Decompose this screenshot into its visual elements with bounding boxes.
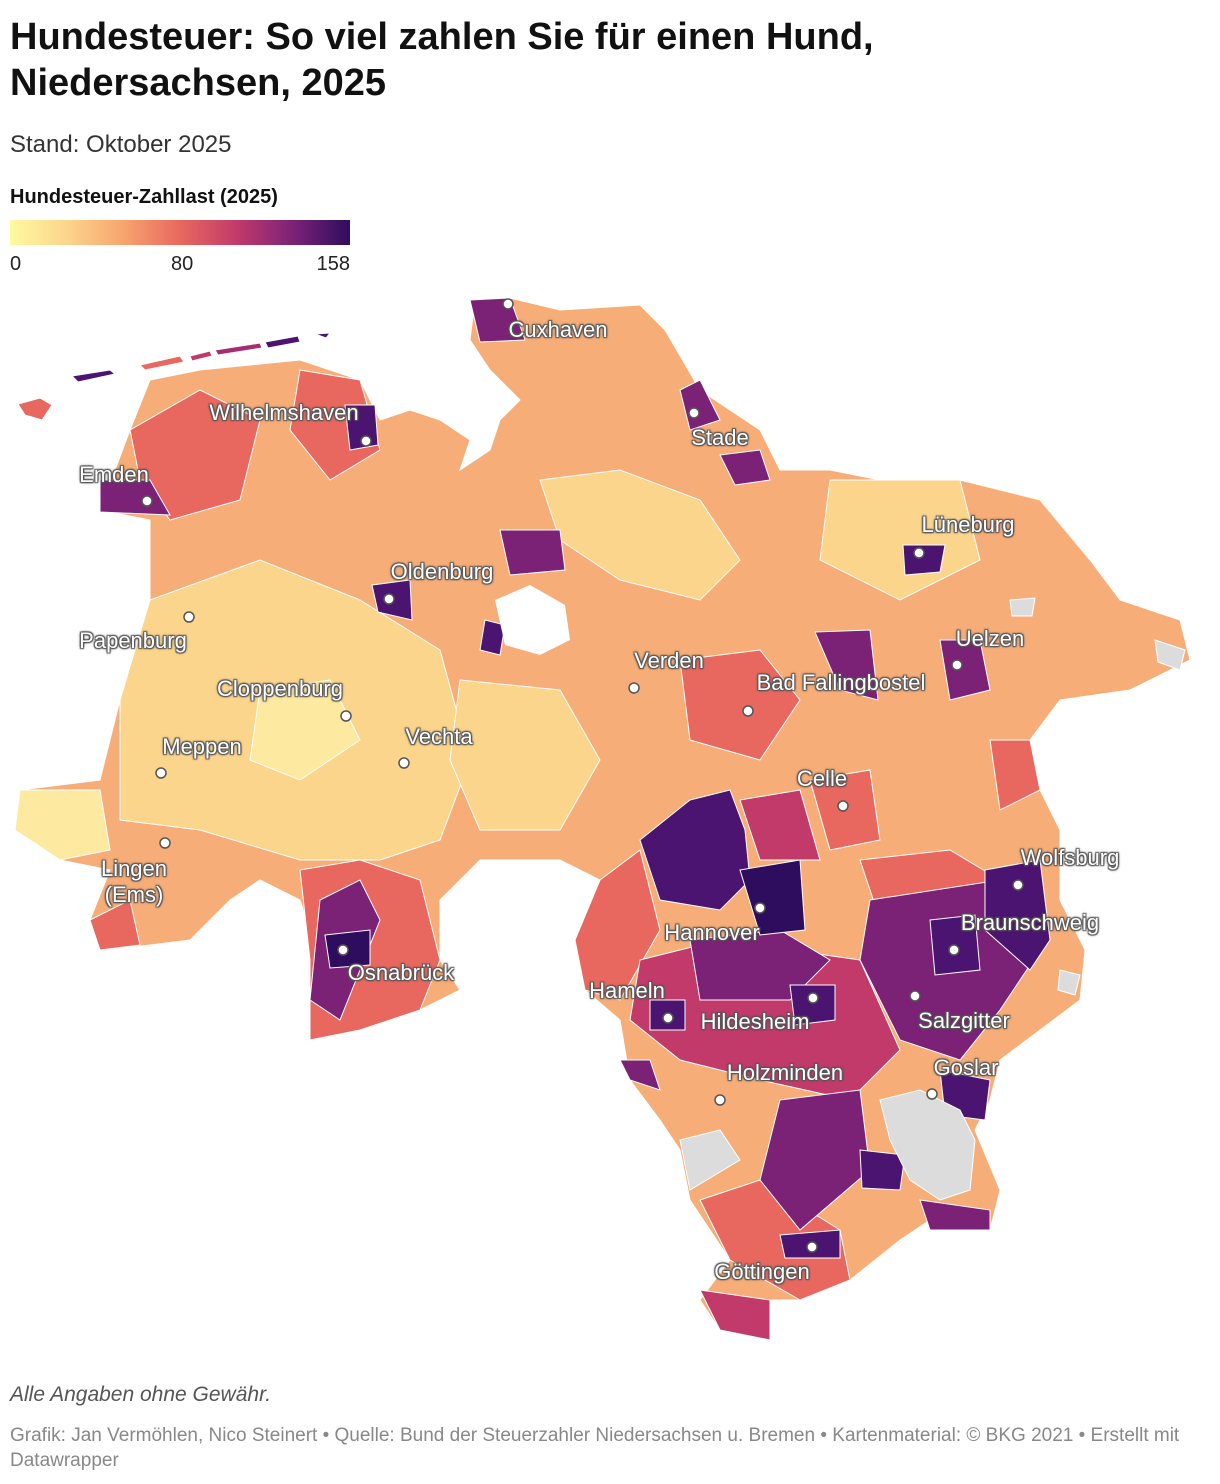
city-dot	[837, 800, 849, 812]
city-label: Stade	[691, 425, 749, 450]
region-shapes	[14, 297, 1191, 1341]
city-label: Bad Fallingbostel	[756, 670, 926, 695]
city-dot	[948, 944, 960, 956]
city-dot	[141, 495, 153, 507]
city-label: Wilhelmshaven	[209, 400, 359, 425]
city-dot	[383, 593, 395, 605]
city-dot	[688, 407, 700, 419]
city-dot	[502, 298, 514, 310]
city-dot	[1012, 879, 1024, 891]
title: Hundesteuer: So viel zahlen Sie für eine…	[10, 16, 874, 104]
city-label: Hannover	[664, 920, 760, 945]
city-label: Vechta	[405, 724, 473, 749]
city-dot	[398, 757, 410, 769]
city-dot	[183, 611, 195, 623]
city-label: Braunschweig	[960, 910, 1100, 935]
city-dot	[807, 992, 819, 1004]
city-label: Wolfsburg	[1020, 845, 1120, 870]
city-dot	[951, 659, 963, 671]
city-label: Salzgitter	[918, 1008, 1010, 1033]
city-dot	[360, 435, 372, 447]
city-dot	[340, 710, 352, 722]
city-dot	[806, 1241, 818, 1253]
note: Alle Angaben ohne Gewähr.	[10, 1383, 272, 1406]
city-label: Göttingen	[714, 1259, 810, 1284]
city-label: Meppen	[162, 734, 242, 759]
legend-tick-label: 158	[317, 253, 350, 275]
city-label: Cloppenburg	[217, 676, 343, 701]
city-label: Hameln	[589, 978, 665, 1003]
city-label: Osnabrück	[347, 960, 455, 985]
legend-tick-label: 80	[171, 253, 193, 275]
city-dots	[141, 298, 1024, 1253]
legend-title: Hundesteuer-Zahllast (2025)	[10, 186, 278, 208]
legend-tick-label: 0	[10, 253, 21, 275]
legend: 0 80 158	[10, 220, 350, 275]
city-dot	[926, 1088, 938, 1100]
city-dot	[155, 767, 167, 779]
city-label: Cuxhaven	[508, 317, 608, 342]
city-dot	[337, 944, 349, 956]
color-scale	[10, 220, 350, 245]
city-label: Goslar	[933, 1055, 999, 1080]
subtitle: Stand: Oktober 2025	[10, 131, 232, 158]
city-dot	[662, 1012, 674, 1024]
city-label: Emden	[79, 462, 149, 487]
city-label: Verden	[634, 648, 704, 673]
city-dot	[159, 837, 171, 849]
city-dot	[754, 902, 766, 914]
city-dot	[714, 1094, 726, 1106]
city-label: Oldenburg	[390, 559, 494, 584]
city-label: Lingen (Ems)	[100, 856, 168, 907]
city-label: Uelzen	[955, 626, 1025, 651]
city-dot	[913, 547, 925, 559]
credits: Grafik: Jan Vermöhlen, Nico Steinert • Q…	[10, 1425, 1180, 1471]
city-dot	[909, 990, 921, 1002]
city-label: Papenburg	[79, 628, 187, 653]
city-label: Holzminden	[726, 1060, 844, 1085]
city-dot	[742, 705, 754, 717]
city-label: Lüneburg	[921, 512, 1015, 537]
city-label: Hildesheim	[700, 1009, 810, 1034]
city-dot	[628, 682, 640, 694]
city-label: Celle	[796, 766, 848, 791]
